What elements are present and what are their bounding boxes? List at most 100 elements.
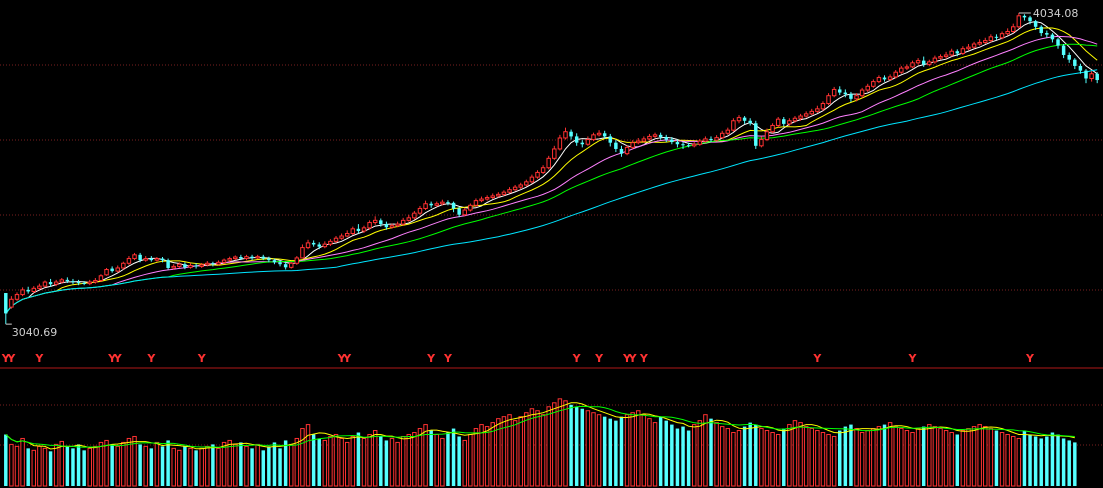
- volume-bar: [849, 424, 853, 486]
- candle-body: [14, 294, 20, 300]
- candle-body: [48, 282, 53, 285]
- volume-bar: [899, 428, 904, 487]
- candle: [1078, 63, 1083, 74]
- volume-bar: [361, 437, 367, 487]
- volume-bar: [569, 404, 573, 486]
- candle-body: [782, 119, 786, 124]
- volume-bar: [871, 428, 876, 487]
- candle: [815, 105, 820, 113]
- candle-body: [608, 136, 613, 143]
- candle: [764, 128, 770, 142]
- candle-body: [524, 181, 529, 186]
- candle-body: [434, 203, 439, 206]
- candle: [1073, 58, 1077, 70]
- candle: [272, 258, 277, 265]
- candle-body: [267, 258, 271, 261]
- volume-bar: [955, 434, 960, 486]
- candle-body: [1073, 59, 1077, 66]
- candle: [675, 139, 680, 148]
- candle: [367, 220, 372, 230]
- candle: [714, 135, 719, 142]
- candle: [725, 127, 731, 135]
- volume-bar: [697, 420, 703, 487]
- candle: [115, 265, 120, 273]
- signal-marker: Y: [1025, 352, 1035, 365]
- candle: [267, 256, 271, 263]
- volume-bar: [971, 426, 977, 487]
- candle-body: [966, 46, 971, 50]
- candle-body: [574, 136, 579, 143]
- candle: [849, 91, 853, 102]
- candle: [938, 54, 943, 60]
- candle: [110, 266, 114, 273]
- volume-bar: [1028, 434, 1032, 486]
- candle: [278, 260, 282, 267]
- candle-body: [725, 129, 731, 134]
- volume-bar: [468, 433, 473, 487]
- candle: [652, 132, 658, 138]
- candle-body: [1039, 26, 1043, 34]
- signal-marker: Y: [639, 352, 649, 365]
- volume-bar: [434, 433, 439, 487]
- volume-ma-line: [5, 405, 1075, 448]
- volume-bar: [48, 451, 53, 486]
- candle-body: [429, 203, 433, 206]
- candle: [1016, 12, 1022, 29]
- volume-bar: [641, 414, 647, 487]
- volume-bar: [344, 441, 350, 487]
- candle-body: [664, 137, 668, 140]
- candle-body: [943, 54, 949, 58]
- candle: [602, 130, 607, 139]
- candle-body: [787, 120, 792, 125]
- candle-body: [1067, 54, 1071, 60]
- candle-body: [971, 43, 977, 48]
- volume-bar: [143, 445, 148, 487]
- candle-body: [899, 67, 904, 73]
- candle: [999, 31, 1005, 40]
- candle: [48, 278, 53, 287]
- candle-body: [624, 146, 630, 155]
- candle: [350, 226, 356, 236]
- candle: [216, 260, 221, 266]
- volume-bar: [82, 450, 86, 486]
- candle: [31, 286, 37, 294]
- candle-body: [132, 254, 137, 260]
- candle-body: [389, 225, 395, 228]
- candle: [843, 89, 848, 98]
- volume-bar: [596, 414, 602, 487]
- candle: [479, 196, 484, 203]
- candle-body: [216, 261, 221, 265]
- candle: [1005, 28, 1010, 36]
- candle-body: [854, 95, 859, 100]
- signal-marker: Y: [197, 352, 207, 365]
- volume-bar: [311, 434, 316, 486]
- candle: [524, 179, 529, 187]
- candle-body: [921, 60, 926, 65]
- signal-marker: Y: [113, 352, 123, 365]
- candle-body: [473, 200, 479, 206]
- candle-body: [932, 57, 938, 63]
- candle-body: [350, 228, 356, 235]
- volume-bar: [26, 448, 30, 486]
- candle: [490, 193, 495, 200]
- candle: [417, 205, 423, 215]
- candle: [149, 256, 154, 262]
- candle-body: [546, 157, 551, 169]
- candle-body: [395, 223, 400, 227]
- volume-bar: [1056, 434, 1060, 486]
- volume-bar: [171, 447, 176, 487]
- candle-body: [686, 145, 691, 147]
- candle-body: [742, 117, 747, 121]
- candle-body: [451, 202, 456, 209]
- volume-bar: [132, 435, 137, 487]
- volume-bar: [977, 424, 982, 487]
- volume-bar: [473, 428, 479, 487]
- candle-body: [563, 131, 568, 139]
- candle-body: [143, 258, 148, 261]
- volume-bar: [98, 441, 104, 487]
- candle: [736, 115, 742, 124]
- volume-bar: [71, 448, 75, 486]
- signal-marker: Y: [34, 352, 44, 365]
- candle-body: [59, 279, 65, 283]
